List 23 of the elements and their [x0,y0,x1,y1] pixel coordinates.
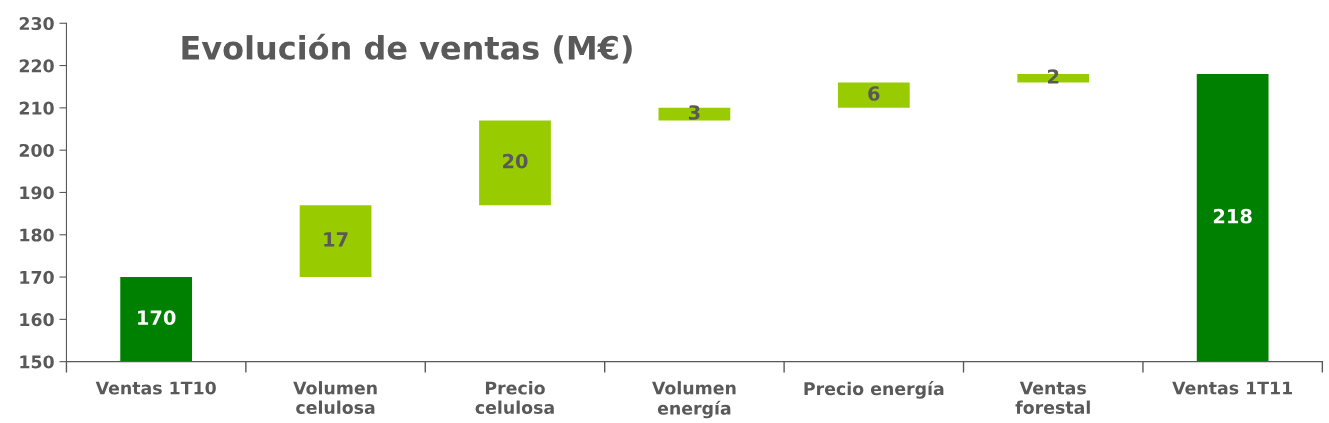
x-tick-label: Ventas forestal [1015,381,1090,414]
y-tick-label: 230 [19,16,54,31]
x-tick-label: Precio celulosa [475,381,554,414]
y-tick-label: 210 [19,101,54,115]
y-tick-label: 160 [20,313,54,327]
y-tick-label: 200 [19,143,54,158]
data-label: 218 [1213,208,1252,224]
y-tick-label: 220 [19,59,54,73]
data-label: 17 [324,232,348,247]
data-label: 170 [138,310,176,326]
x-tick-label: Precio energía [804,381,944,399]
data-label: 20 [503,153,528,169]
y-tick-label: 180 [20,228,54,242]
data-label: 6 [868,86,880,101]
chart-title: Evolución de ventas (M€) [182,33,632,64]
x-tick-label: Ventas 1T11 [1172,381,1292,395]
x-tick-label: Ventas 1T10 [95,381,216,395]
y-tick-label: 170 [20,270,54,284]
y-tick-label: 190 [20,186,54,200]
data-label: 3 [688,105,700,120]
x-tick-label: Volumen energía [652,381,736,419]
y-tick-label: 150 [20,355,54,369]
x-tick-label: Volumen celulosa [293,381,377,414]
